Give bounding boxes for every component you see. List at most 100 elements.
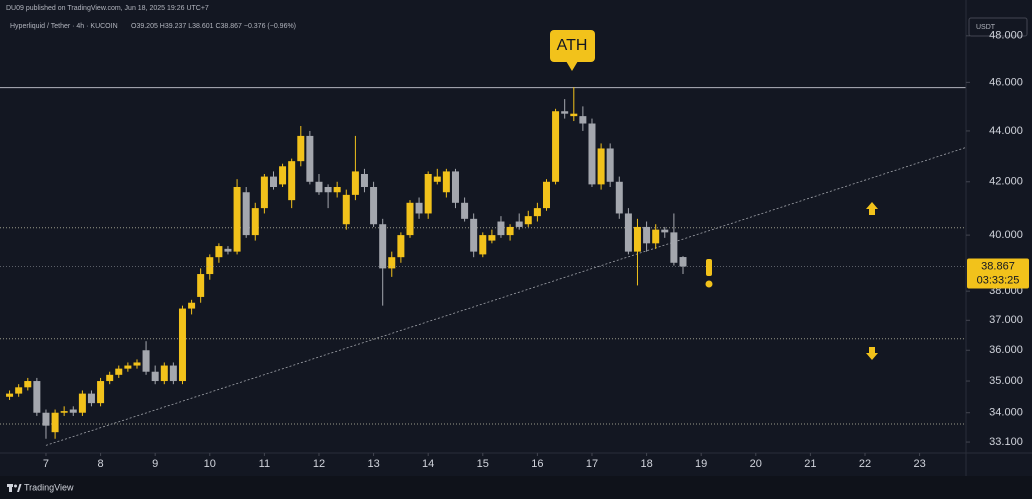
y-tick-label: 34.000 (989, 407, 1023, 419)
candle-body (533, 208, 541, 217)
publisher: DU09 published on TradingView.com, Jun 1… (6, 5, 209, 12)
candle-body (169, 365, 177, 382)
exclamation (705, 259, 713, 288)
candle-body (670, 232, 678, 263)
candle-body (661, 229, 669, 233)
trendline (45, 147, 966, 446)
candle-body (506, 226, 514, 236)
tv-logo (7, 484, 22, 492)
x-tick-label: 22 (859, 458, 871, 470)
candle-body (552, 111, 560, 182)
y-tick-label: 33.100 (989, 436, 1023, 448)
candle-body (342, 194, 350, 225)
candle-body (606, 148, 614, 182)
candle-body (178, 308, 186, 382)
y-tick-label: 48.000 (989, 30, 1023, 42)
x-tick-label: 19 (695, 458, 707, 470)
candle-body (333, 186, 341, 193)
candle-body (288, 161, 296, 201)
x-tick-label: 21 (804, 458, 816, 470)
footer-bar (0, 476, 1032, 499)
candle-body (388, 257, 396, 269)
candle-body (524, 216, 532, 225)
currency: USDT (976, 24, 996, 31)
candle-body (624, 213, 632, 252)
candle-body (643, 226, 651, 244)
candle-body (561, 111, 569, 114)
candle-body (224, 248, 232, 252)
candle-body (233, 186, 241, 252)
candle-body (97, 381, 105, 404)
x-tick-label: 17 (586, 458, 598, 470)
candle-body (679, 257, 687, 267)
down-arrow (866, 347, 878, 360)
ath-pointer (566, 61, 578, 71)
candle-body (24, 381, 32, 388)
candle-body (106, 374, 114, 382)
candle-body (379, 224, 387, 269)
candle-body (370, 186, 378, 225)
candle-body (6, 393, 14, 397)
candle-body (415, 202, 423, 214)
candle-body (78, 393, 86, 413)
candle-body (115, 368, 123, 375)
candle-body (406, 202, 414, 236)
currency-box[interactable] (968, 17, 1028, 37)
x-tick-label: 16 (531, 458, 543, 470)
candle-body (470, 218, 478, 252)
x-tick-label: 7 (43, 458, 49, 470)
candle-body (51, 412, 59, 433)
candle-body (479, 235, 487, 255)
candle-body (442, 171, 450, 193)
candle-body (297, 135, 305, 162)
y-tick-label: 46.000 (989, 76, 1023, 88)
candle-body (461, 202, 469, 219)
x-tick-label: 13 (367, 458, 379, 470)
candle-body (33, 381, 41, 413)
up-arrow (866, 202, 878, 215)
y-tick-label: 37.000 (989, 314, 1023, 326)
candle-body (142, 350, 150, 372)
candle-body (188, 302, 196, 309)
candle-body (133, 362, 141, 366)
ohlc-legend: O39.205 H39.237 L38.601 C38.867 −0.376 (… (131, 23, 296, 30)
candle-body (197, 274, 205, 297)
x-tick-label: 15 (477, 458, 489, 470)
price-tag-countdown: 03:33:25 (977, 274, 1020, 286)
candle-body (160, 365, 168, 382)
candle-body (433, 176, 441, 182)
candle-body (315, 181, 323, 193)
candle-body (652, 229, 660, 244)
candle-body (269, 176, 277, 187)
candle-body (15, 387, 23, 394)
y-tick-label: 42.000 (989, 176, 1023, 188)
x-tick-label: 23 (913, 458, 925, 470)
series-layer (0, 87, 966, 446)
y-tick-label: 40.000 (989, 229, 1023, 241)
candle-body (151, 371, 159, 382)
candle-body (69, 409, 77, 413)
plot-area (0, 87, 966, 446)
y-tick-label: 35.000 (989, 375, 1023, 387)
x-tick-label: 18 (640, 458, 652, 470)
candle-body (124, 365, 132, 369)
candle-body (543, 181, 551, 209)
x-tick-label: 9 (152, 458, 158, 470)
x-tick-label: 11 (259, 458, 270, 470)
candle-body (579, 116, 587, 124)
candle-body (324, 186, 332, 193)
candle-body (351, 171, 359, 195)
candle-body (242, 192, 250, 236)
candle-body (633, 226, 641, 252)
candle-body (588, 123, 596, 185)
x-tick-label: 12 (313, 458, 325, 470)
candle-body (397, 235, 405, 258)
y-tick-label: 36.000 (989, 344, 1023, 356)
ath-callout (550, 30, 595, 62)
candle-body (497, 221, 505, 236)
y-tick-label: 44.000 (989, 125, 1023, 137)
candle-body (597, 148, 605, 185)
candle-body (306, 135, 314, 182)
